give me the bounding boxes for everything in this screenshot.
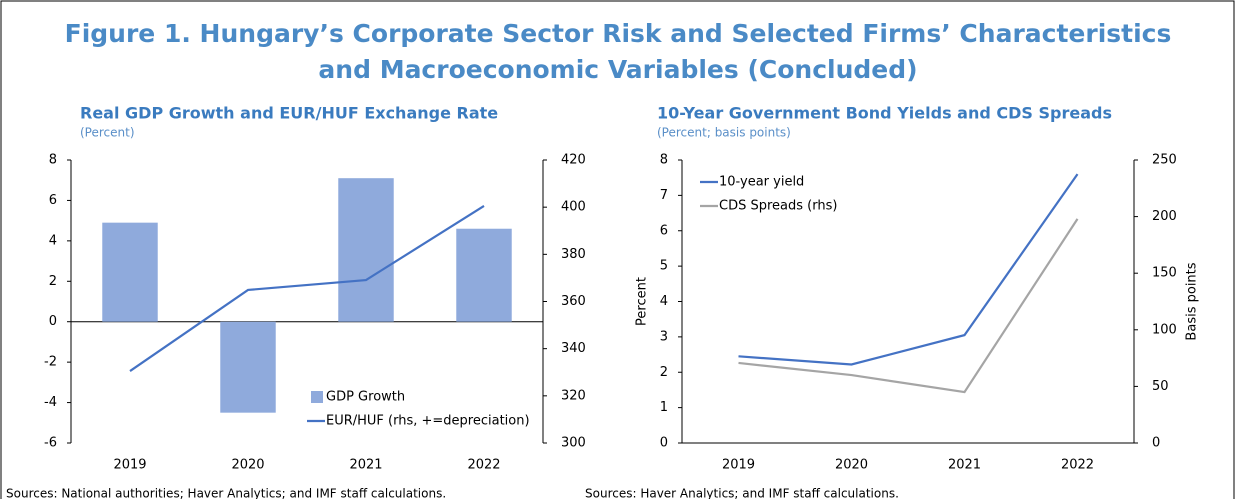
y2-tick-label: 320 — [561, 388, 586, 403]
chart-subtitle: (Percent; basis points) — [657, 126, 791, 140]
y2-tick-label: 250 — [1152, 153, 1177, 168]
y-tick-label: 8 — [660, 153, 668, 168]
y-tick-label: 6 — [660, 223, 668, 238]
bar — [102, 222, 158, 322]
y-tick-label: 1 — [660, 400, 668, 415]
chart-title: Real GDP Growth and EUR/HUF Exchange Rat… — [80, 104, 498, 123]
y-tick-label: 6 — [49, 193, 57, 208]
line-series — [738, 218, 1079, 394]
x-tick-label: 2022 — [467, 458, 500, 473]
y2-tick-label: 100 — [1152, 322, 1177, 337]
line-series — [738, 173, 1079, 366]
line-series — [129, 205, 485, 372]
bar — [220, 321, 276, 413]
legend-swatch — [311, 391, 323, 403]
y-tick-label: -4 — [44, 395, 57, 410]
y-tick-label: 5 — [660, 259, 668, 274]
y-tick-label: 7 — [660, 188, 668, 203]
source-note: Sources: Haver Analytics; and IMF staff … — [585, 487, 899, 499]
y-tick-label: 4 — [49, 233, 57, 248]
source-note: Sources: National authorities; Haver Ana… — [6, 487, 446, 499]
y-tick-label: 0 — [49, 314, 57, 329]
y2-tick-label: 50 — [1152, 379, 1169, 394]
x-tick-label: 2019 — [722, 458, 755, 473]
y-axis-title: Percent — [635, 277, 650, 326]
y-tick-label: -6 — [44, 436, 57, 451]
y-tick-label: 3 — [660, 329, 668, 344]
bar — [338, 178, 394, 322]
y2-tick-label: 300 — [561, 436, 586, 451]
y2-tick-label: 380 — [561, 247, 586, 262]
legend-label: GDP Growth — [326, 390, 405, 405]
y-tick-label: 8 — [49, 153, 57, 168]
y2-tick-label: 200 — [1152, 209, 1177, 224]
legend-label: CDS Spreads (rhs) — [719, 199, 837, 214]
y2-tick-label: 420 — [561, 153, 586, 168]
y-tick-label: 2 — [660, 365, 668, 380]
x-tick-label: 2021 — [349, 458, 382, 473]
bar — [456, 228, 512, 322]
figure-title: Figure 1. Hungary’s Corporate Sector Ris… — [64, 19, 1172, 84]
legend-label: EUR/HUF (rhs, +=depreciation) — [326, 414, 530, 429]
y2-tick-label: 400 — [561, 200, 586, 215]
x-tick-label: 2020 — [835, 458, 868, 473]
y-tick-label: 2 — [49, 274, 57, 289]
chart-title: 10-Year Government Bond Yields and CDS S… — [657, 104, 1112, 123]
y-tick-label: 4 — [660, 294, 668, 309]
y2-axis-title: Basis points — [1185, 262, 1200, 340]
chart-subtitle: (Percent) — [80, 126, 135, 140]
legend-label: 10-year yield — [719, 175, 804, 190]
x-tick-label: 2020 — [231, 458, 264, 473]
x-tick-label: 2021 — [948, 458, 981, 473]
y2-tick-label: 360 — [561, 294, 586, 309]
x-tick-label: 2022 — [1061, 458, 1094, 473]
x-tick-label: 2019 — [113, 458, 146, 473]
y-tick-label: 0 — [660, 436, 668, 451]
y2-tick-label: 340 — [561, 341, 586, 356]
y2-tick-label: 150 — [1152, 266, 1177, 281]
y-tick-label: -2 — [44, 355, 57, 370]
y2-tick-label: 0 — [1152, 436, 1160, 451]
